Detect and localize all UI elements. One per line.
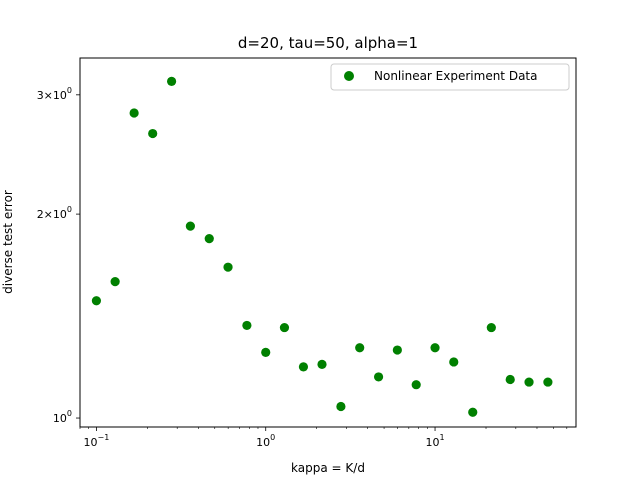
data-point <box>543 377 553 387</box>
data-point <box>411 380 421 390</box>
y-major-ticks: 100 2×100 3×100 <box>37 86 80 425</box>
data-point <box>298 362 309 372</box>
data-point <box>91 296 102 306</box>
data-point <box>279 322 290 333</box>
data-points <box>91 76 553 417</box>
data-point <box>505 374 515 385</box>
legend-box <box>330 63 570 91</box>
legend-marker <box>344 71 354 81</box>
plot-frame <box>79 57 577 428</box>
data-point <box>449 357 459 367</box>
data-point <box>373 372 384 382</box>
x-tick-label: 101 <box>425 433 444 449</box>
data-point <box>430 343 440 353</box>
data-point <box>261 347 271 357</box>
x-tick-label: 100 <box>256 433 275 449</box>
data-point <box>355 343 365 353</box>
legend: Nonlinear Experiment Data <box>330 63 570 91</box>
data-point <box>524 377 534 387</box>
data-point <box>166 76 177 87</box>
y-axis-label: diverse test error <box>1 190 15 294</box>
data-point <box>129 108 139 118</box>
legend-label: Nonlinear Experiment Data <box>374 69 537 83</box>
y-tick-label: 3×100 <box>37 86 72 102</box>
x-tick-label: 10−1 <box>84 433 110 449</box>
data-point <box>223 262 233 272</box>
data-point <box>468 407 478 417</box>
data-point <box>317 359 327 369</box>
data-point <box>336 401 346 412</box>
data-point <box>148 128 158 139</box>
x-axis-label: kappa = K/d <box>291 461 365 475</box>
data-point <box>185 221 195 231</box>
data-point <box>242 320 252 331</box>
data-point <box>392 345 402 355</box>
data-point <box>486 322 496 333</box>
y-tick-label: 2×100 <box>37 205 72 221</box>
data-point <box>110 277 120 287</box>
data-point <box>204 234 214 244</box>
y-tick-label: 100 <box>53 409 72 425</box>
chart-title: d=20, tau=50, alpha=1 <box>238 34 418 52</box>
x-major-ticks: 10−1 100 101 <box>84 427 445 449</box>
